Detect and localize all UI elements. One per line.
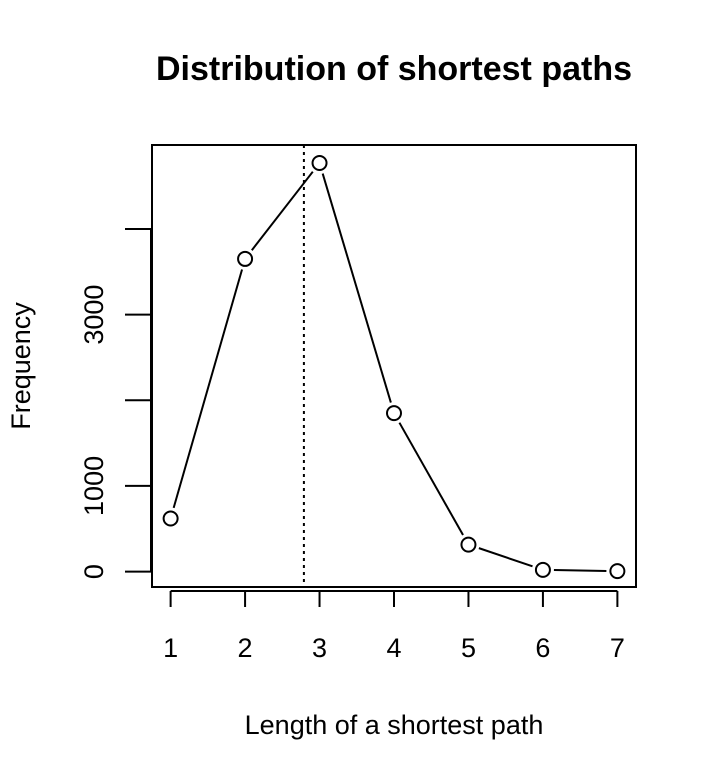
x-tick-label: 1 <box>163 633 178 663</box>
x-tick-label: 7 <box>610 633 625 663</box>
data-point <box>237 250 254 267</box>
series-line-segment <box>478 547 533 568</box>
data-point <box>386 405 402 422</box>
y-tick-label: 3000 <box>79 285 109 345</box>
x-tick-label: 6 <box>535 633 550 663</box>
y-tick-label: 0 <box>79 564 109 579</box>
x-axis-label: Length of a shortest path <box>245 710 544 740</box>
x-tick-label: 2 <box>238 633 253 663</box>
data-point <box>311 154 328 171</box>
series-line-segment <box>553 569 607 572</box>
x-tick-label: 4 <box>386 633 401 663</box>
plot-area <box>162 145 626 587</box>
series-line-segment <box>251 171 314 251</box>
data-point <box>609 563 626 580</box>
series-line-segment <box>321 173 392 403</box>
chart-title: Distribution of shortest paths <box>156 50 632 88</box>
data-point <box>534 561 551 578</box>
series-line-segment <box>172 269 244 509</box>
y-tick-label: 1000 <box>79 456 109 516</box>
x-tick-label: 3 <box>312 633 327 663</box>
data-point <box>162 510 179 527</box>
x-tick-label: 5 <box>461 633 476 663</box>
axes: 1 2 3 4 5 6 7 0 1000 3000 <box>79 227 625 663</box>
plot-frame <box>151 144 637 588</box>
series-line-segment <box>398 422 464 536</box>
data-point <box>460 536 477 553</box>
y-axis-label: Frequency <box>6 302 36 430</box>
